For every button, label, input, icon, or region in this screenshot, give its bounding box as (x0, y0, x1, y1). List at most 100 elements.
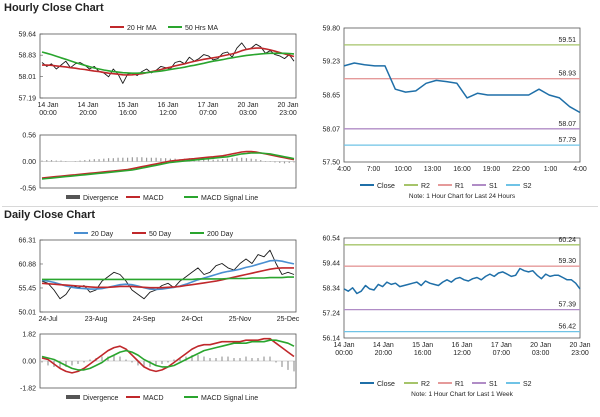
price-x-tick: 16 Jan (157, 102, 178, 109)
price-y-tick: 66.31 (18, 238, 36, 245)
pivot-x-tick: 22:00 (512, 166, 530, 173)
series-close (343, 267, 581, 295)
price-y-tick: 58.01 (18, 74, 36, 81)
pivot-y-tick: 60.54 (322, 236, 340, 243)
pivot-y-tick: 59.80 (322, 26, 340, 33)
series-200-day (42, 276, 294, 281)
macd-legend-item: MACD Signal Line (201, 195, 258, 202)
hourly-left-panel: 20 Hr MA 50 Hrs MA 59.64 58.83 58.01 57.19 14 … (0, 20, 300, 202)
pivot-x-tick: 17 Jan (491, 342, 512, 349)
pivot-y-tick: 57.24 (322, 311, 340, 318)
price-legend-item: 200 Day (207, 231, 234, 238)
series-macd (41, 150, 295, 179)
pivot-x-tick: 14 Jan (333, 342, 354, 349)
price-x-tick: 00:00 (39, 110, 57, 117)
pivot-legend-item: S1 (489, 381, 498, 388)
price-x-tick: 25-Dec (277, 316, 300, 323)
pivot-y-tick: 58.07 (322, 126, 340, 133)
price-y-tick: 57.19 (18, 96, 36, 103)
chart-note: Note: 1 Hour Chart for Last 1 Week (411, 391, 514, 398)
pivot-x-tick: 23:00 (571, 350, 589, 357)
price-x-tick: 15 Jan (117, 102, 138, 109)
price-legend-item: 50 Day (149, 231, 172, 238)
pivot-x-tick: 07:00 (493, 350, 511, 357)
macd-legend-item-swatch (66, 195, 80, 199)
macd-legend-item: MACD Signal Line (201, 395, 258, 402)
daily-section-title: Daily Close Chart (4, 209, 96, 221)
pivot-legend-item: R1 (455, 381, 464, 388)
price-x-tick: 20 Jan (237, 102, 258, 109)
pivot-x-tick: 16:00 (453, 166, 471, 173)
price-legend-item: 20 Day (91, 231, 114, 238)
pivot-y-tick: 58.34 (322, 286, 340, 293)
series-close (41, 249, 295, 300)
macd-y-tick: 0.00 (22, 359, 36, 366)
pivot-x-tick: 12:00 (453, 350, 471, 357)
price-x-tick: 23:00 (279, 110, 297, 117)
daily-right-panel: 60.54 59.44 58.34 57.24 56.14 14 Jan 00:00 14 J… (300, 226, 600, 412)
price-x-tick: 07:00 (199, 110, 217, 117)
price-y-tick: 50.01 (18, 310, 36, 317)
pivot-legend-item: R1 (455, 183, 464, 190)
macd-y-tick: -0.56 (20, 186, 36, 193)
pivot-legend-item: R2 (421, 381, 430, 388)
series-close (343, 62, 581, 114)
macd-legend-item: Divergence (83, 395, 119, 402)
series-macd (41, 337, 295, 374)
macd-y-tick: 1.82 (22, 332, 36, 339)
pivot-x-tick: 16:00 (414, 350, 432, 357)
price-plot-area (39, 239, 297, 313)
pivot-x-tick: 13:00 (424, 166, 442, 173)
level-label-r1: 59.30 (558, 258, 576, 265)
price-x-tick: 24-Jul (38, 316, 58, 323)
level-label-r1: 58.93 (558, 71, 576, 78)
pivot-x-tick: 16 Jan (451, 342, 472, 349)
price-x-tick: 20 Jan (277, 102, 298, 109)
series-20-day (41, 259, 295, 291)
series-macd-signal-line (41, 152, 295, 180)
hourly-price-macd-chart: 20 Hr MA 50 Hrs MA59.6458.8358.0157.1914 … (18, 25, 298, 202)
level-label-r2: 59.51 (558, 37, 576, 44)
pivot-plot-area (343, 237, 581, 339)
macd-y-tick: -1.82 (20, 386, 36, 393)
daily-left-panel: 20 Day 50 Day 200 Day 66.31 60.88 55.45 50.01 2… (0, 226, 300, 412)
price-y-tick: 55.45 (18, 285, 36, 292)
pivot-y-tick: 57.50 (322, 160, 340, 167)
price-x-tick: 14 Jan (37, 102, 58, 109)
macd-y-tick: 0.56 (22, 133, 36, 140)
price-y-tick: 60.88 (18, 261, 36, 268)
pivot-x-tick: 7:00 (367, 166, 381, 173)
pivot-x-tick: 20 Jan (569, 342, 590, 349)
pivot-legend-item: S2 (523, 183, 532, 190)
level-label-r2: 60.24 (558, 237, 576, 244)
pivot-y-tick: 59.23 (322, 59, 340, 66)
hourly-section-title: Hourly Close Chart (4, 2, 104, 14)
price-x-tick: 16:00 (119, 110, 137, 117)
pivot-legend-item: Close (377, 381, 395, 388)
pivot-x-tick: 1:00 (544, 166, 558, 173)
price-x-tick: 12:00 (159, 110, 177, 117)
pivot-x-tick: 10:00 (394, 166, 412, 173)
price-x-tick: 03:00 (239, 110, 257, 117)
pivot-x-tick: 03:00 (532, 350, 550, 357)
series-50-hrs-ma (41, 51, 295, 75)
price-legend-item: 50 Hrs MA (185, 25, 218, 32)
level-label-s1: 58.07 (558, 121, 576, 128)
pivot-legend-item: Close (377, 183, 395, 190)
macd-y-tick: 0.00 (22, 159, 36, 166)
price-x-tick: 24-Oct (181, 316, 202, 323)
price-x-tick: 17 Jan (197, 102, 218, 109)
pivot-x-tick: 20:00 (375, 350, 393, 357)
series-macd-signal-line (41, 339, 295, 371)
macd-legend-item: MACD (143, 195, 164, 202)
pivot-x-tick: 20 Jan (530, 342, 551, 349)
level-label-s1: 57.39 (558, 302, 576, 309)
pivot-legend-item: S2 (523, 381, 532, 388)
chart-note: Note: 1 Hour Chart for Last 24 Hours (409, 193, 516, 200)
daily-price-macd-chart: 20 Day 50 Day 200 Day66.3160.8855.4550.012… (18, 231, 300, 402)
macd-legend-item: MACD (143, 395, 164, 402)
price-y-tick: 59.64 (18, 32, 36, 39)
macd-legend-item: Divergence (83, 195, 119, 202)
pivot-y-tick: 59.44 (322, 261, 340, 268)
